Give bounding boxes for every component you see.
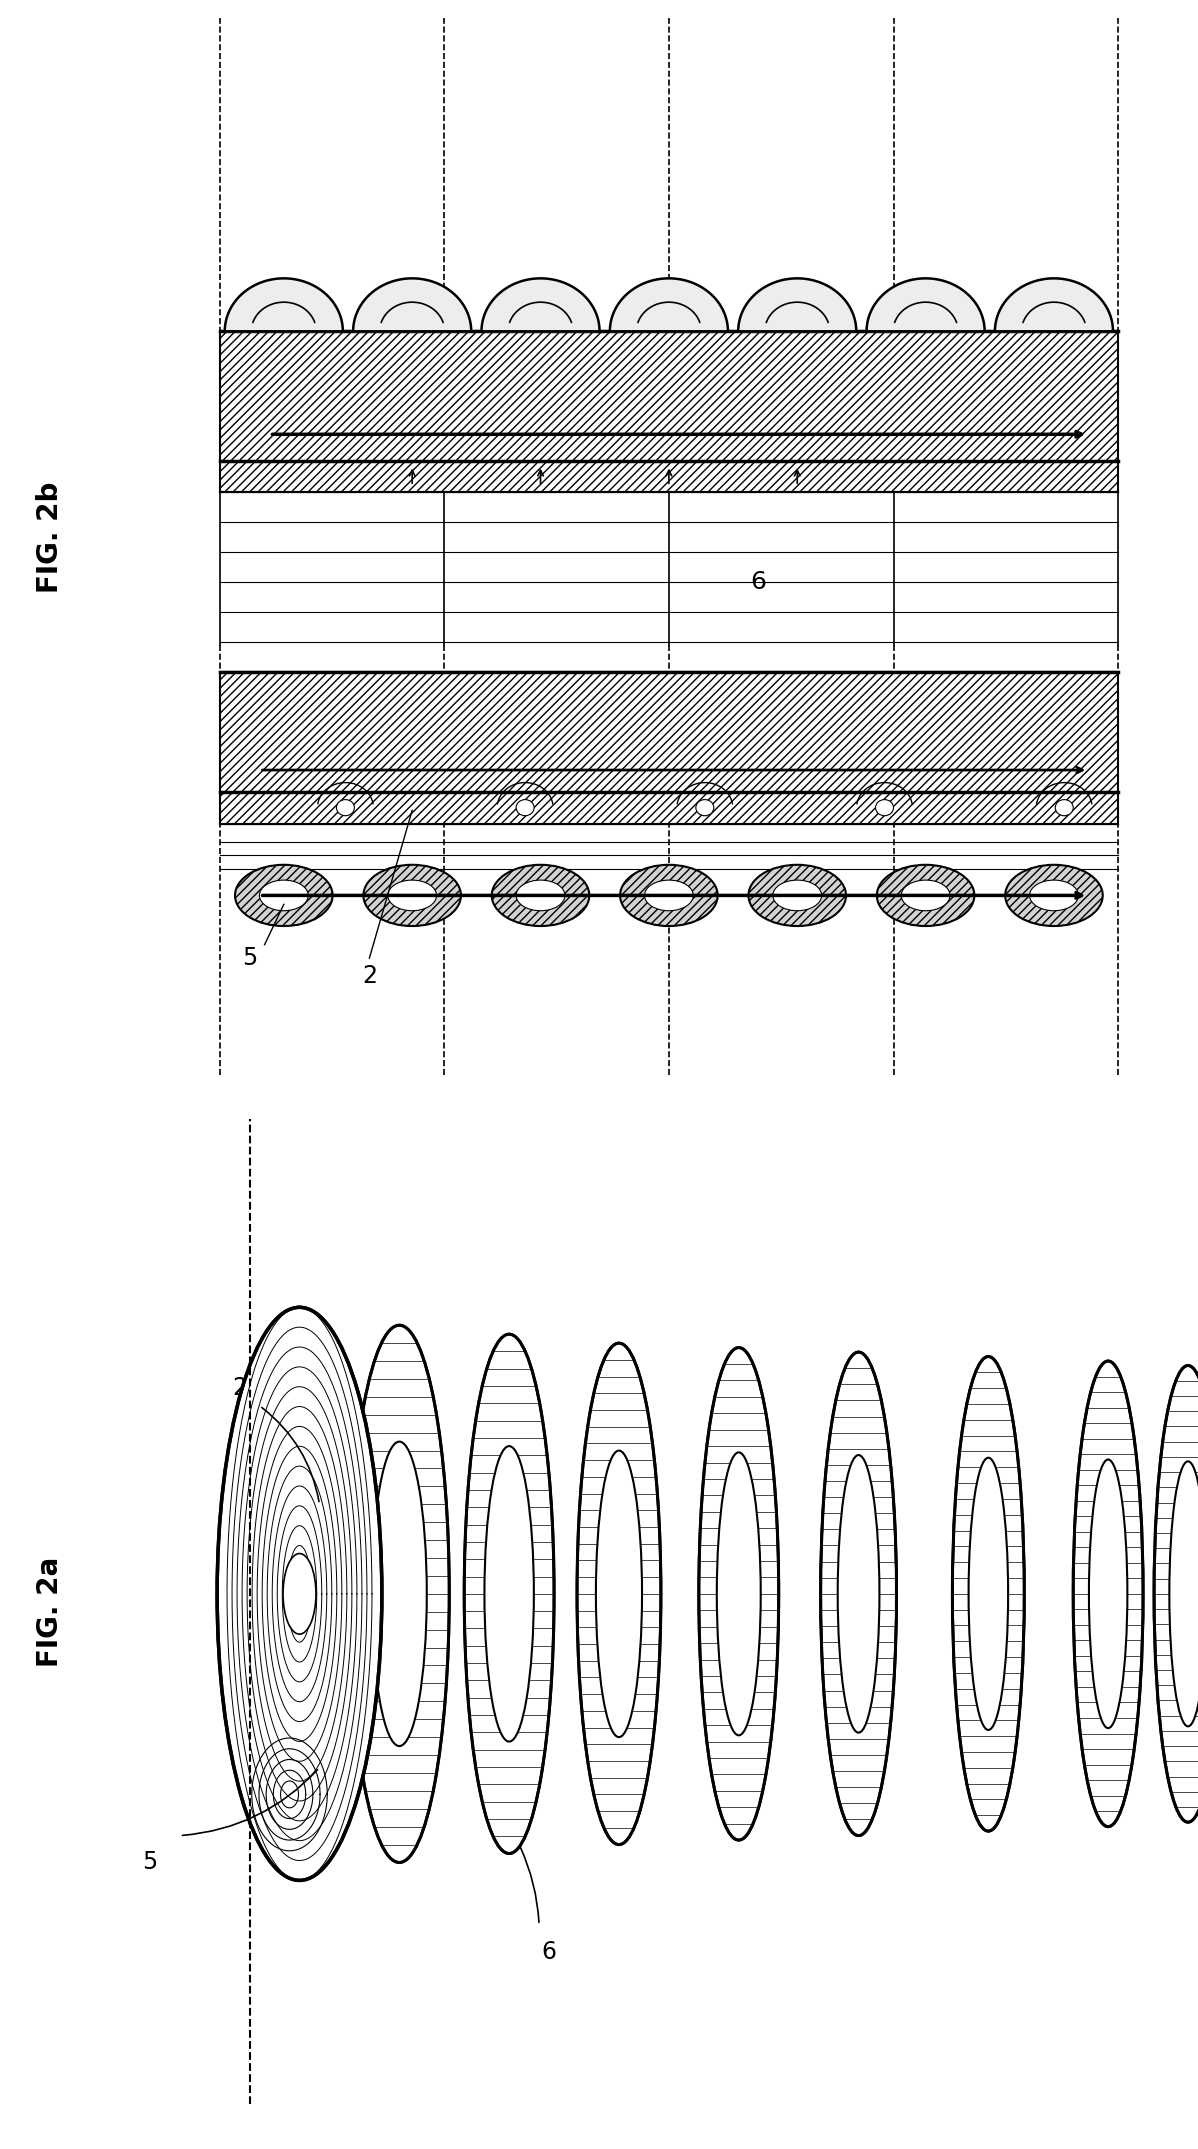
Ellipse shape (901, 881, 950, 911)
Ellipse shape (696, 799, 714, 817)
Ellipse shape (244, 1307, 355, 1880)
Polygon shape (610, 279, 728, 331)
Ellipse shape (388, 881, 436, 911)
Ellipse shape (621, 864, 718, 926)
Ellipse shape (464, 1335, 553, 1852)
Ellipse shape (484, 1446, 534, 1741)
Ellipse shape (876, 799, 894, 817)
Ellipse shape (968, 1457, 1009, 1730)
Ellipse shape (577, 1343, 661, 1844)
Ellipse shape (1154, 1365, 1198, 1822)
Ellipse shape (773, 881, 822, 911)
Text: 6: 6 (541, 1941, 557, 1964)
Polygon shape (482, 279, 599, 331)
Ellipse shape (1055, 799, 1073, 817)
Ellipse shape (337, 799, 355, 817)
Ellipse shape (371, 1442, 426, 1745)
Ellipse shape (749, 864, 846, 926)
Ellipse shape (698, 1347, 779, 1840)
Polygon shape (994, 279, 1113, 331)
Ellipse shape (491, 864, 589, 926)
Ellipse shape (1089, 1459, 1127, 1728)
Text: FIG. 2b: FIG. 2b (36, 481, 63, 593)
Ellipse shape (877, 864, 974, 926)
Polygon shape (353, 279, 471, 331)
Ellipse shape (283, 1554, 316, 1633)
Ellipse shape (350, 1326, 449, 1863)
Ellipse shape (645, 881, 694, 911)
Bar (219, 670, 1118, 823)
Text: 2: 2 (362, 965, 377, 989)
Text: 5: 5 (242, 946, 258, 969)
Polygon shape (738, 279, 857, 331)
Ellipse shape (217, 1307, 382, 1880)
Ellipse shape (837, 1455, 879, 1732)
Polygon shape (866, 279, 985, 331)
Ellipse shape (270, 1433, 329, 1756)
Ellipse shape (516, 799, 534, 817)
Text: FIG. 2a: FIG. 2a (36, 1556, 63, 1668)
Ellipse shape (1073, 1360, 1143, 1827)
Text: 5: 5 (143, 1850, 157, 1874)
Ellipse shape (716, 1453, 761, 1736)
Ellipse shape (363, 864, 461, 926)
Bar (219, 331, 1118, 492)
Text: 6: 6 (751, 569, 767, 593)
Polygon shape (225, 279, 343, 331)
Text: 2: 2 (232, 1375, 247, 1399)
Ellipse shape (235, 864, 333, 926)
Ellipse shape (595, 1451, 642, 1736)
Ellipse shape (952, 1356, 1024, 1831)
Ellipse shape (260, 881, 308, 911)
Ellipse shape (1029, 881, 1078, 911)
Ellipse shape (1169, 1461, 1198, 1726)
Ellipse shape (516, 881, 565, 911)
Ellipse shape (821, 1352, 896, 1835)
Ellipse shape (1005, 864, 1102, 926)
